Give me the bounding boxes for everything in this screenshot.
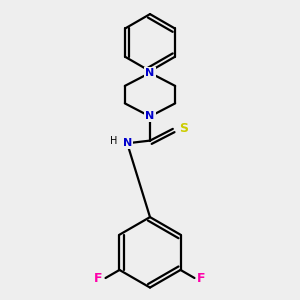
- Text: N: N: [146, 111, 154, 122]
- Text: S: S: [179, 122, 188, 135]
- Text: N: N: [146, 68, 154, 78]
- Text: N: N: [123, 138, 132, 148]
- Text: F: F: [197, 272, 206, 284]
- Text: H: H: [110, 136, 118, 146]
- Text: F: F: [94, 272, 103, 284]
